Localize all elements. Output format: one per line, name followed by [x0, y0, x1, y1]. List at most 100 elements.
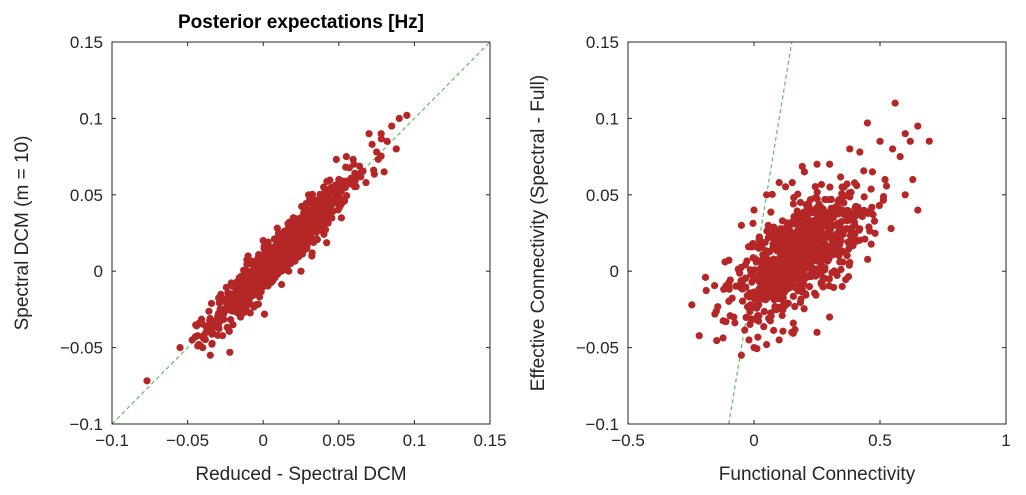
scatter-point	[335, 184, 343, 192]
scatter-point	[793, 207, 801, 215]
scatter-point	[863, 119, 872, 127]
x-tick-label: 0.05	[322, 431, 355, 450]
scatter-point	[284, 258, 293, 266]
scatter-point	[755, 312, 763, 320]
scatter-point	[871, 229, 879, 237]
scatter-point	[292, 247, 300, 256]
scatter-point	[308, 249, 316, 257]
scatter-point	[771, 305, 779, 314]
scatter-point	[244, 252, 252, 260]
scatter-point	[225, 326, 233, 334]
scatter-point	[855, 226, 863, 234]
scatter-point	[779, 258, 787, 266]
scatter-point	[789, 200, 797, 208]
scatter-point	[837, 197, 845, 206]
axes-frame	[111, 41, 491, 425]
scatter-point	[305, 217, 314, 225]
scatter-point	[260, 245, 268, 253]
y-tick-label: 0.15	[70, 33, 103, 52]
scatter-point	[754, 317, 763, 325]
scatter-point	[867, 240, 875, 248]
scatter-point	[800, 305, 808, 313]
scatter-point	[725, 282, 733, 291]
x-tick-label: −0.5	[611, 431, 645, 450]
scatter-point	[805, 283, 814, 291]
scatter-point	[197, 315, 206, 323]
scatter-point	[853, 237, 861, 245]
scatter-point	[795, 259, 803, 267]
scatter-point	[779, 327, 787, 335]
scatter-point	[243, 270, 251, 279]
scatter-point	[876, 137, 884, 145]
scatter-point	[775, 336, 783, 344]
scatter-point	[851, 212, 859, 220]
scatter-point	[756, 294, 764, 302]
x-tick-label: 1	[1001, 431, 1010, 450]
scatter-point	[765, 314, 773, 322]
scatter-point	[811, 183, 819, 191]
scatter-point	[825, 282, 833, 290]
scatter-point	[300, 245, 309, 253]
right-chart-panel: −0.5 0 0.5 1 −0.1 −0.05 0 0.05 0.1 0.15 Functional…	[528, 33, 1011, 485]
scatter-point	[731, 319, 739, 327]
scatter-point	[838, 206, 846, 214]
scatter-point	[312, 212, 320, 220]
scatter-point	[881, 175, 889, 184]
scatter-point	[781, 183, 790, 191]
scatter-point	[742, 274, 750, 282]
scatter-point	[770, 326, 778, 334]
scatter-point	[835, 230, 844, 238]
scatter-point	[207, 299, 216, 308]
scatter-point	[246, 309, 254, 317]
scatter-point	[768, 190, 776, 198]
scatter-point	[814, 213, 822, 221]
scatter-point	[790, 212, 798, 221]
scatter-point	[879, 196, 887, 204]
scatter-point	[846, 258, 854, 267]
scatter-point	[867, 185, 875, 193]
scatter-point	[889, 145, 897, 153]
scatter-point	[285, 267, 293, 275]
scatter-point	[337, 214, 345, 222]
scatter-point	[909, 175, 917, 184]
scatter-point	[813, 195, 821, 203]
scatter-point	[208, 340, 216, 348]
scatter-point	[701, 273, 710, 281]
scatter-point	[728, 294, 736, 302]
scatter-point	[808, 218, 816, 226]
scatter-point	[248, 279, 257, 288]
scatter-point	[292, 221, 300, 230]
scatter-point	[335, 175, 343, 184]
scatter-point	[730, 313, 738, 321]
scatter-point	[236, 313, 245, 321]
y-axis-label: Spectral DCM (m = 10)	[12, 136, 33, 331]
scatter-point	[781, 287, 789, 295]
scatter-point	[779, 294, 787, 302]
scatter-point	[721, 258, 729, 266]
scatter-point	[817, 279, 825, 287]
scatter-point	[758, 260, 767, 269]
scatter-point	[277, 248, 285, 256]
scatter-point	[784, 251, 792, 259]
scatter-point	[778, 217, 787, 225]
x-axis-label: Reduced - Spectral DCM	[195, 464, 406, 485]
scatter-point	[789, 319, 797, 327]
scatter-point	[388, 122, 396, 130]
scatter-point	[312, 228, 320, 236]
scatter-point	[200, 331, 208, 339]
scatter-point	[365, 130, 373, 138]
y-tick-label: −0.1	[585, 415, 619, 434]
scatter-point	[713, 336, 721, 345]
scatter-point	[370, 170, 378, 178]
scatter-point	[319, 220, 327, 228]
scatter-point	[798, 278, 806, 286]
y-tick-label: 0	[610, 262, 619, 281]
scatter-point	[773, 247, 781, 255]
scatter-point	[229, 296, 237, 304]
scatter-point	[227, 290, 235, 298]
scatter-point	[305, 228, 313, 236]
scatter-point	[838, 190, 846, 198]
scatter-point	[791, 268, 799, 276]
scatter-point	[793, 246, 801, 254]
